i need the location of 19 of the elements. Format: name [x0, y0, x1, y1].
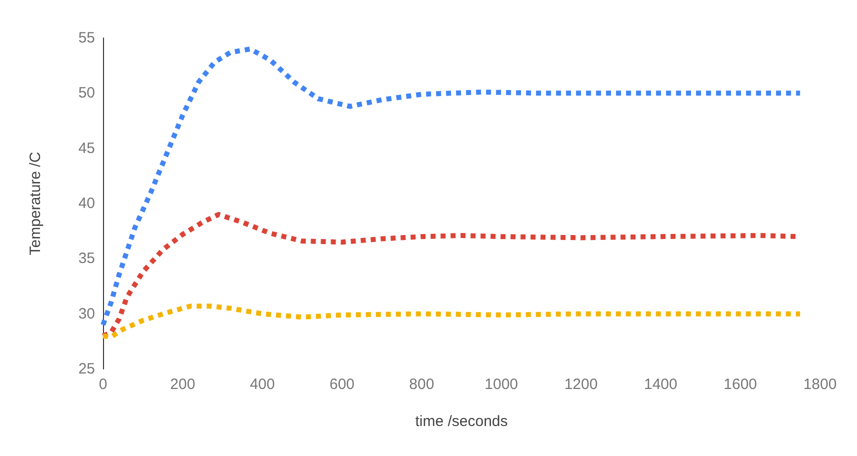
y-tick-label: 40: [78, 195, 95, 212]
x-tick-label: 1000: [484, 376, 518, 393]
y-tick-label: 50: [78, 84, 95, 102]
x-tick-label: 200: [170, 376, 196, 393]
x-tick-label: 1800: [803, 376, 837, 393]
x-axis-title: time /seconds: [415, 413, 508, 430]
x-tick-label: 1200: [564, 376, 598, 393]
y-tick-label: 45: [78, 140, 95, 157]
y-tick-label: 25: [78, 360, 95, 378]
x-tick-label: 800: [409, 376, 434, 393]
x-tick-label: 0: [98, 376, 108, 393]
x-tick-label: 400: [250, 376, 275, 393]
x-tick-label: 1600: [724, 376, 758, 393]
x-tick-label: 1400: [644, 376, 678, 393]
y-tick-label: 35: [78, 250, 95, 268]
y-axis-title: Temperature /C: [27, 152, 44, 256]
y-tick-label: 55: [78, 30, 95, 46]
x-tick-label: 600: [329, 376, 355, 393]
y-tick-label: 30: [78, 305, 95, 322]
